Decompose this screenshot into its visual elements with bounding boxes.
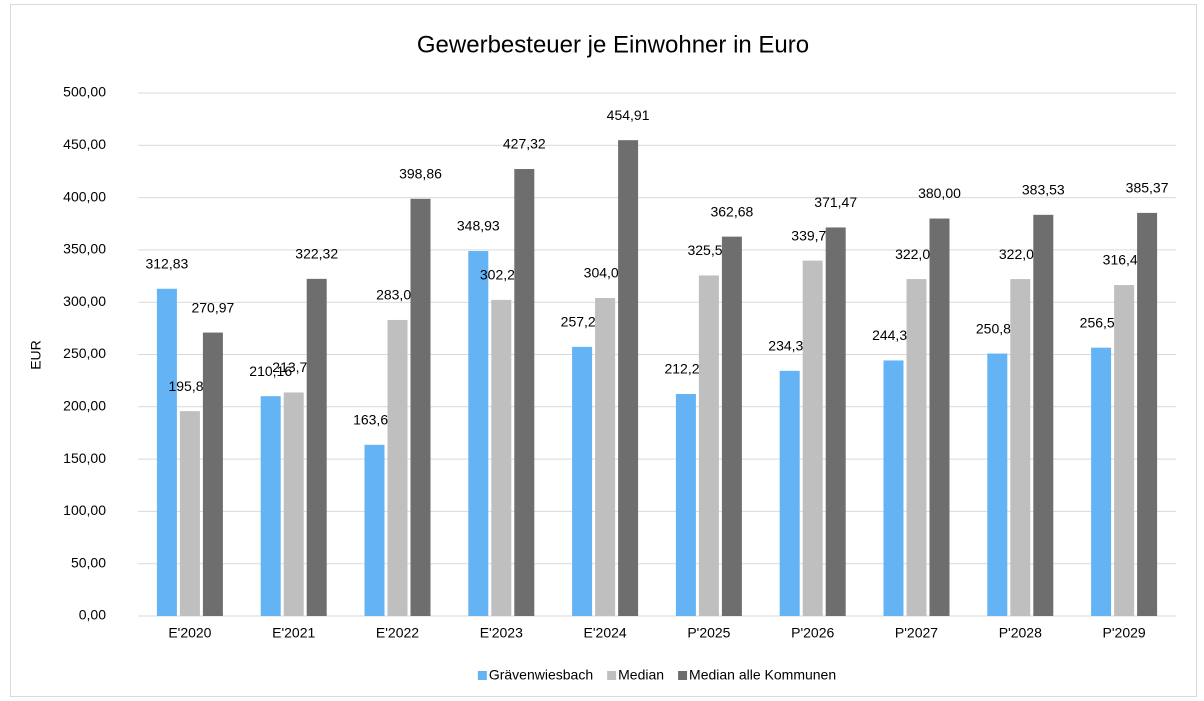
bar [491, 299, 512, 616]
bar [283, 392, 304, 616]
data-label: 380,00 [918, 185, 961, 201]
bar [387, 319, 408, 616]
y-tick-label: 200,00 [63, 398, 106, 414]
bar [906, 279, 927, 616]
bar [1137, 212, 1158, 616]
data-label: 212,25 [664, 361, 707, 377]
bar [306, 278, 327, 616]
bar [468, 251, 489, 616]
legend-label: Grävenwiesbach [489, 667, 593, 683]
data-label: 427,32 [503, 136, 546, 152]
bar [1114, 285, 1135, 616]
bar [987, 353, 1008, 616]
legend-label: Median [618, 667, 664, 683]
data-label: 371,47 [814, 194, 857, 210]
data-label: 325,56 [687, 242, 730, 258]
data-label: 339,75 [791, 227, 834, 243]
x-tick-label: E'2021 [272, 625, 315, 641]
data-label: 257,29 [561, 314, 604, 330]
bar [572, 346, 593, 616]
bar [260, 396, 281, 616]
data-label: 316,40 [1103, 252, 1146, 268]
y-tick-label: 350,00 [63, 241, 106, 257]
bar [514, 169, 535, 616]
x-tick-label: E'2020 [168, 625, 211, 641]
data-label: 213,71 [272, 359, 315, 375]
x-tick-label: P'2027 [895, 625, 938, 641]
bar [410, 198, 431, 617]
data-label: 322,09 [999, 246, 1042, 262]
data-label: 322,09 [895, 246, 938, 262]
bar [179, 411, 200, 616]
x-tick-label: E'2023 [480, 625, 523, 641]
data-label: 234,38 [768, 338, 811, 354]
x-tick-label: E'2022 [376, 625, 419, 641]
x-tick-label: P'2028 [999, 625, 1042, 641]
data-label: 322,32 [295, 246, 338, 262]
y-tick-label: 450,00 [63, 136, 106, 152]
bar [202, 332, 223, 616]
x-tick-label: P'2029 [1103, 625, 1146, 641]
y-tick-label: 100,00 [63, 502, 106, 518]
y-tick-label: 0,00 [79, 607, 106, 623]
bar [675, 393, 696, 616]
y-tick-label: 400,00 [63, 188, 106, 204]
bar [883, 360, 904, 616]
data-label: 348,93 [457, 218, 500, 234]
bar [779, 370, 800, 616]
data-label: 302,22 [480, 267, 523, 283]
bar [364, 444, 385, 616]
data-label: 454,91 [607, 107, 650, 123]
bar [1091, 347, 1112, 616]
data-label: 283,02 [376, 287, 419, 303]
x-tick-label: P'2026 [791, 625, 834, 641]
chart-title: Gewerbesteuer je Einwohner in Euro [417, 31, 809, 58]
legend-swatch [678, 671, 688, 680]
y-tick-label: 150,00 [63, 450, 106, 466]
bar [825, 227, 846, 616]
y-tick-label: 250,00 [63, 345, 106, 361]
y-tick-label: 500,00 [63, 84, 106, 100]
bar [698, 275, 719, 616]
y-axis-label: EUR [28, 340, 44, 370]
bar [618, 140, 639, 617]
data-label: 362,68 [710, 203, 753, 219]
data-label: 398,86 [399, 165, 442, 181]
data-label: 244,31 [872, 327, 915, 343]
bar [721, 236, 742, 616]
data-label: 312,83 [145, 255, 188, 271]
legend-swatch [477, 671, 487, 680]
legend-swatch [607, 671, 617, 680]
bar [156, 288, 177, 616]
data-label: 383,53 [1022, 182, 1065, 198]
bar [1010, 279, 1031, 616]
bar [802, 260, 823, 616]
data-label: 270,97 [191, 299, 234, 315]
bar [1033, 214, 1054, 616]
bar [595, 298, 616, 616]
y-tick-label: 300,00 [63, 293, 106, 309]
data-label: 250,89 [976, 320, 1019, 336]
data-label: 163,67 [353, 412, 396, 428]
data-label: 195,84 [168, 378, 211, 394]
y-tick-label: 50,00 [71, 554, 106, 570]
data-label: 304,01 [584, 265, 627, 281]
x-tick-label: E'2024 [584, 625, 627, 641]
data-label: 256,54 [1080, 314, 1123, 330]
data-label: 385,37 [1126, 180, 1169, 196]
x-tick-label: P'2025 [687, 625, 730, 641]
legend-label: Median alle Kommunen [689, 667, 836, 683]
data-label: 210,16 [249, 363, 292, 379]
bar [929, 218, 950, 616]
